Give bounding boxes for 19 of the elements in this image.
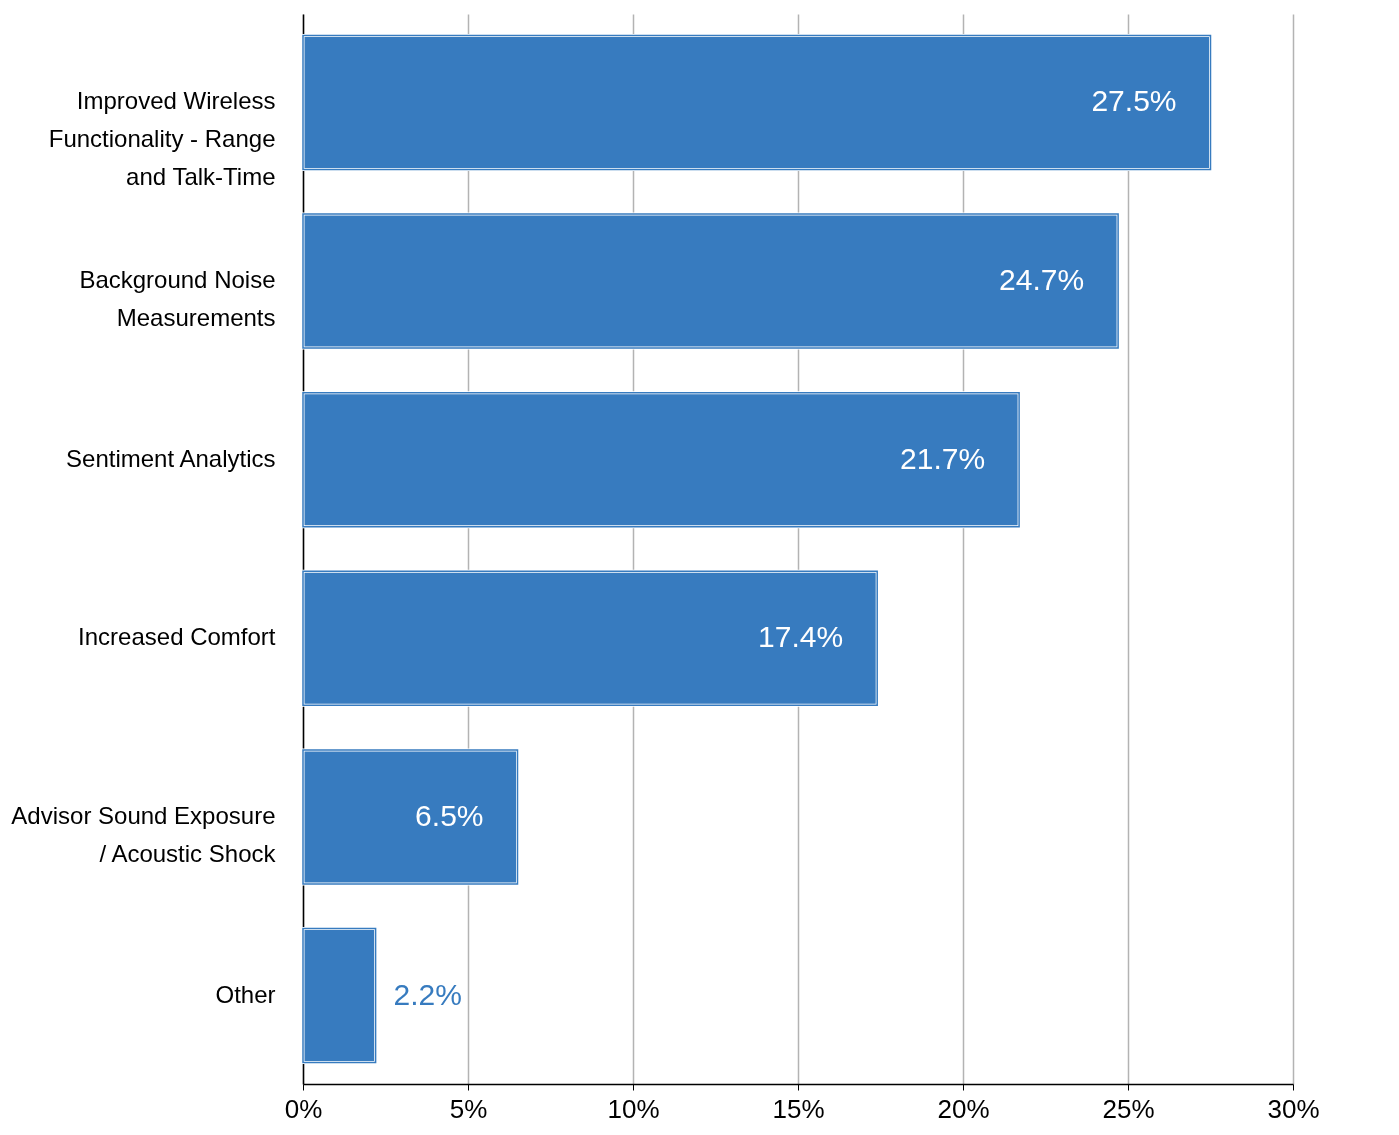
x-tick-label: 25% [1102, 1093, 1155, 1124]
y-tick-label: Advisor Sound Exposure / Acoustic Shock [11, 801, 277, 867]
x-tick-label: 15% [772, 1093, 825, 1124]
x-tick-label: 20% [937, 1093, 990, 1124]
data-label: 21.7% [900, 441, 986, 475]
y-tick-label: Sentiment Analytics [66, 444, 276, 472]
data-label: 24.7% [999, 263, 1085, 297]
y-tick-label: Other [215, 980, 276, 1008]
x-tick-label: 30% [1267, 1093, 1320, 1124]
x-tick-label: 10% [607, 1093, 660, 1124]
x-tick-label: 0% [284, 1093, 323, 1124]
y-tick-label: Increased Comfort [78, 623, 276, 651]
data-label: 2.2% [393, 977, 462, 1011]
data-label: 17.4% [758, 620, 844, 654]
y-tick-label: Background Noise Measurements [79, 266, 276, 332]
data-label: 6.5% [415, 798, 484, 832]
x-tick-label: 5% [449, 1093, 488, 1124]
y-tick-label: Improved Wireless Functionality - Range and Talk-Time [48, 87, 276, 191]
data-label: 27.5% [1091, 84, 1177, 118]
